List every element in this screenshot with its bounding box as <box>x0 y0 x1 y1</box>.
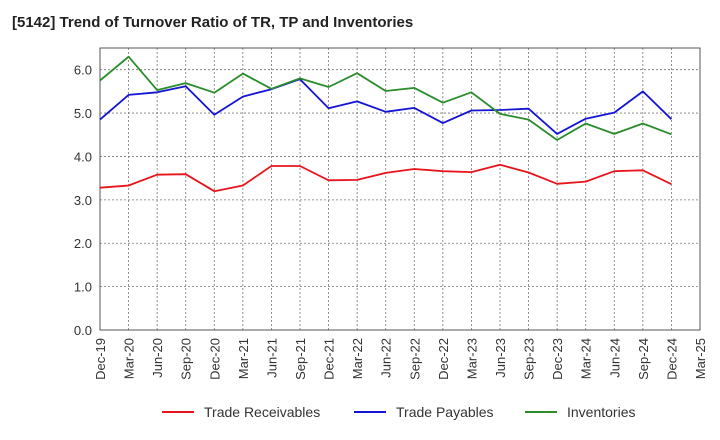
axes: 0.0 1.0 2.0 3.0 4.0 5.0 6.0 Dec-19 Mar-20 Jun-20 S… <box>74 47 708 380</box>
y-tick-label: 4.0 <box>74 149 92 164</box>
x-tick-label: Jun-24 <box>607 338 622 378</box>
x-tick-label: Mar-21 <box>236 338 251 379</box>
x-tick-label: Sep-20 <box>179 338 194 380</box>
x-tick-label: Dec-21 <box>322 338 337 380</box>
series-line-trade-payables <box>99 78 673 135</box>
legend-item-inventories: Inventories <box>525 404 635 420</box>
legend: Trade Receivables Trade Payables Invento… <box>0 404 720 424</box>
x-tick-label: Jun-20 <box>150 338 165 378</box>
y-tick-label: 2.0 <box>74 236 92 251</box>
series-lines <box>99 55 673 193</box>
x-tick-label: Sep-23 <box>522 338 537 380</box>
x-tick-label: Sep-24 <box>636 338 651 380</box>
x-tick-label: Mar-23 <box>464 338 479 379</box>
series-line-inventories <box>99 55 672 141</box>
legend-label-inventories: Inventories <box>567 404 636 420</box>
grid-lines <box>100 48 700 330</box>
y-tick-label: 0.0 <box>74 323 92 338</box>
x-tick-label: Mar-25 <box>693 338 708 379</box>
x-tick-label: Dec-19 <box>93 338 108 380</box>
legend-item-trade-payables: Trade Payables <box>354 404 494 420</box>
x-tick-label: Dec-20 <box>207 338 222 380</box>
legend-swatch-trade-payables <box>354 411 386 413</box>
y-tick-label: 5.0 <box>74 106 92 121</box>
x-tick-label: Dec-23 <box>550 338 565 380</box>
legend-item-trade-receivables: Trade Receivables <box>162 404 320 420</box>
chart-title: [5142] Trend of Turnover Ratio of TR, TP… <box>12 14 414 31</box>
x-tick-label: Sep-21 <box>293 338 308 380</box>
x-tick-label: Mar-24 <box>579 338 594 379</box>
legend-swatch-trade-receivables <box>162 411 194 413</box>
x-tick-label: Mar-20 <box>122 338 137 379</box>
x-tick-label: Jun-22 <box>379 338 394 378</box>
x-tick-label: Jun-21 <box>264 338 279 378</box>
legend-label-trade-payables: Trade Payables <box>396 404 494 420</box>
x-tick-label: Dec-24 <box>664 338 679 380</box>
x-tick-label: Mar-22 <box>350 338 365 379</box>
plot-frame <box>99 47 701 331</box>
y-tick-label: 1.0 <box>74 280 92 295</box>
legend-swatch-inventories <box>525 411 557 413</box>
y-tick-label: 3.0 <box>74 193 92 208</box>
x-tick-label: Jun-23 <box>493 338 508 378</box>
legend-label-trade-receivables: Trade Receivables <box>204 404 321 420</box>
x-tick-label: Sep-22 <box>407 338 422 380</box>
y-tick-label: 6.0 <box>74 63 92 78</box>
x-tick-label: Dec-22 <box>436 338 451 380</box>
series-line-trade-receivables <box>99 163 672 193</box>
